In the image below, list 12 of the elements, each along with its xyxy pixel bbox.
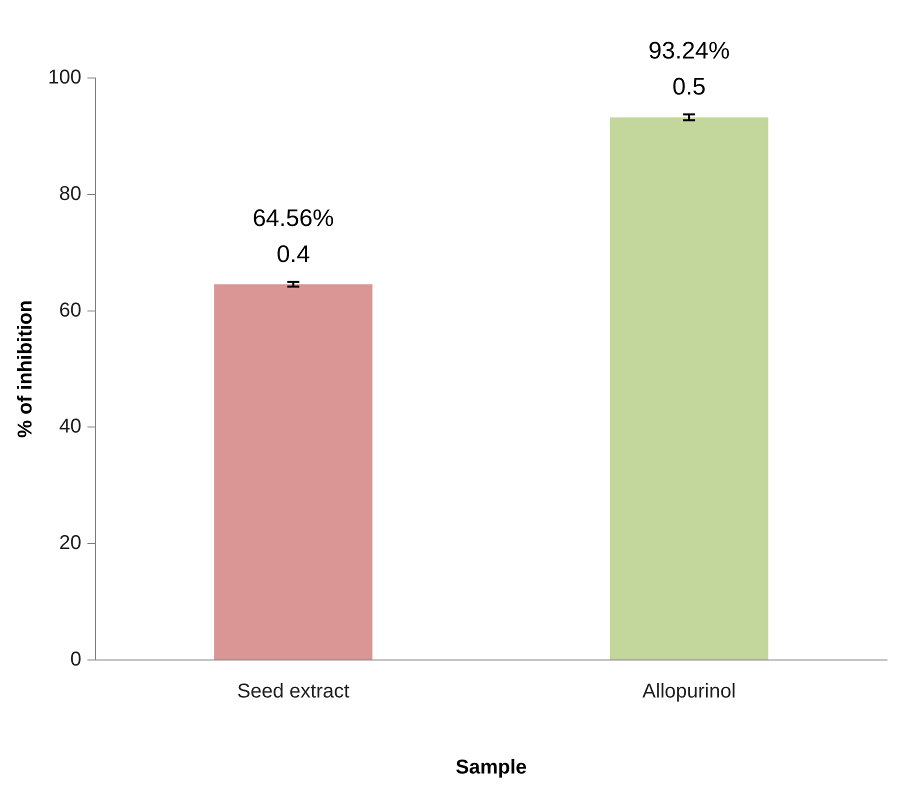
y-tick-label: 100 [48,66,82,89]
data-label: 64.56% 0.4 [252,204,334,268]
x-tick-label: Allopurinol [642,680,736,703]
y-tick-label: 20 [59,532,82,554]
y-tick-label: 60 [59,299,82,322]
y-tick-label: 40 [59,416,82,438]
y-tick-label: 80 [59,182,82,205]
y-axis-title: % of inhibition [14,300,37,438]
x-tick-label: Seed extract [237,680,350,703]
y-tick-label: 0 [70,648,82,671]
x-axis-title: Sample [456,756,527,779]
data-label: 93.24% 0.5 [648,37,730,100]
